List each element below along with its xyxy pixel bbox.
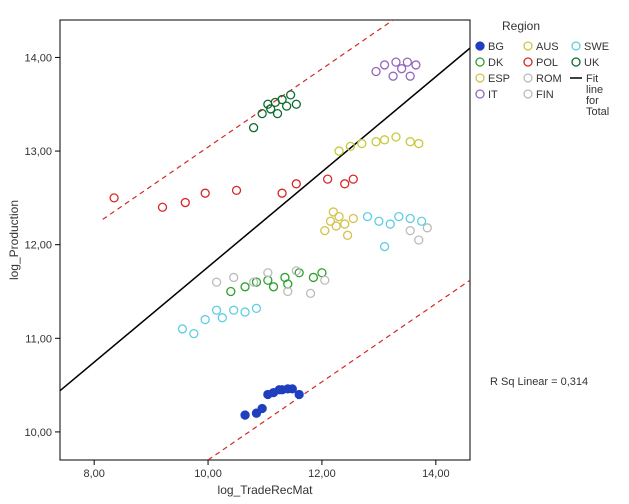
x-tick-label: 12,00 [308, 468, 336, 480]
legend-marker-ROM [524, 74, 532, 82]
legend-label-ROM: ROM [536, 73, 562, 85]
point-BG [258, 405, 266, 413]
y-tick-label: 11,00 [25, 333, 52, 345]
scatter-chart: 8,00 10,00 12,00 14,00 10,00 11,00 12,00 13,00 1… [0, 0, 629, 504]
legend-label-FIN: FIN [536, 89, 554, 101]
legend-label-SWE: SWE [584, 41, 609, 53]
y-tick-label: 13,00 [24, 146, 52, 158]
point-BG [241, 411, 249, 419]
legend-title: Region [502, 19, 540, 33]
legend-marker-IT [476, 90, 484, 98]
legend-marker-BG [476, 42, 484, 50]
y-tick-label: 12,00 [24, 240, 52, 252]
legend-label-ESP: ESP [488, 73, 510, 85]
x-axis-label: log_TradeRecMat [218, 483, 314, 497]
legend-marker-SWE [572, 42, 580, 50]
legend-label-IT: IT [488, 89, 498, 101]
legend-marker-DK [476, 58, 484, 66]
x-tick-label: 10,00 [194, 468, 222, 480]
legend-label-AUS: AUS [536, 41, 559, 53]
x-tick-label: 8,00 [83, 468, 104, 480]
legend-label-POL: POL [536, 57, 558, 69]
r-squared-label: R Sq Linear = 0,314 [490, 376, 588, 388]
legend-label-UK: UK [584, 57, 600, 69]
legend-fit-line-label: Total [586, 106, 609, 118]
legend-marker-UK [572, 58, 580, 66]
legend-marker-AUS [524, 42, 532, 50]
point-BG [288, 385, 296, 393]
y-axis-label: log_Production [7, 200, 21, 280]
legend-label-DK: DK [488, 57, 504, 69]
point-BG [295, 390, 303, 398]
legend-marker-ESP [476, 74, 484, 82]
y-tick-label: 14,00 [24, 52, 52, 64]
legend-label-BG: BG [488, 41, 504, 53]
x-tick-label: 14,00 [422, 468, 450, 480]
legend-marker-POL [524, 58, 532, 66]
legend-marker-FIN [524, 90, 532, 98]
y-tick-label: 10,00 [24, 427, 52, 439]
